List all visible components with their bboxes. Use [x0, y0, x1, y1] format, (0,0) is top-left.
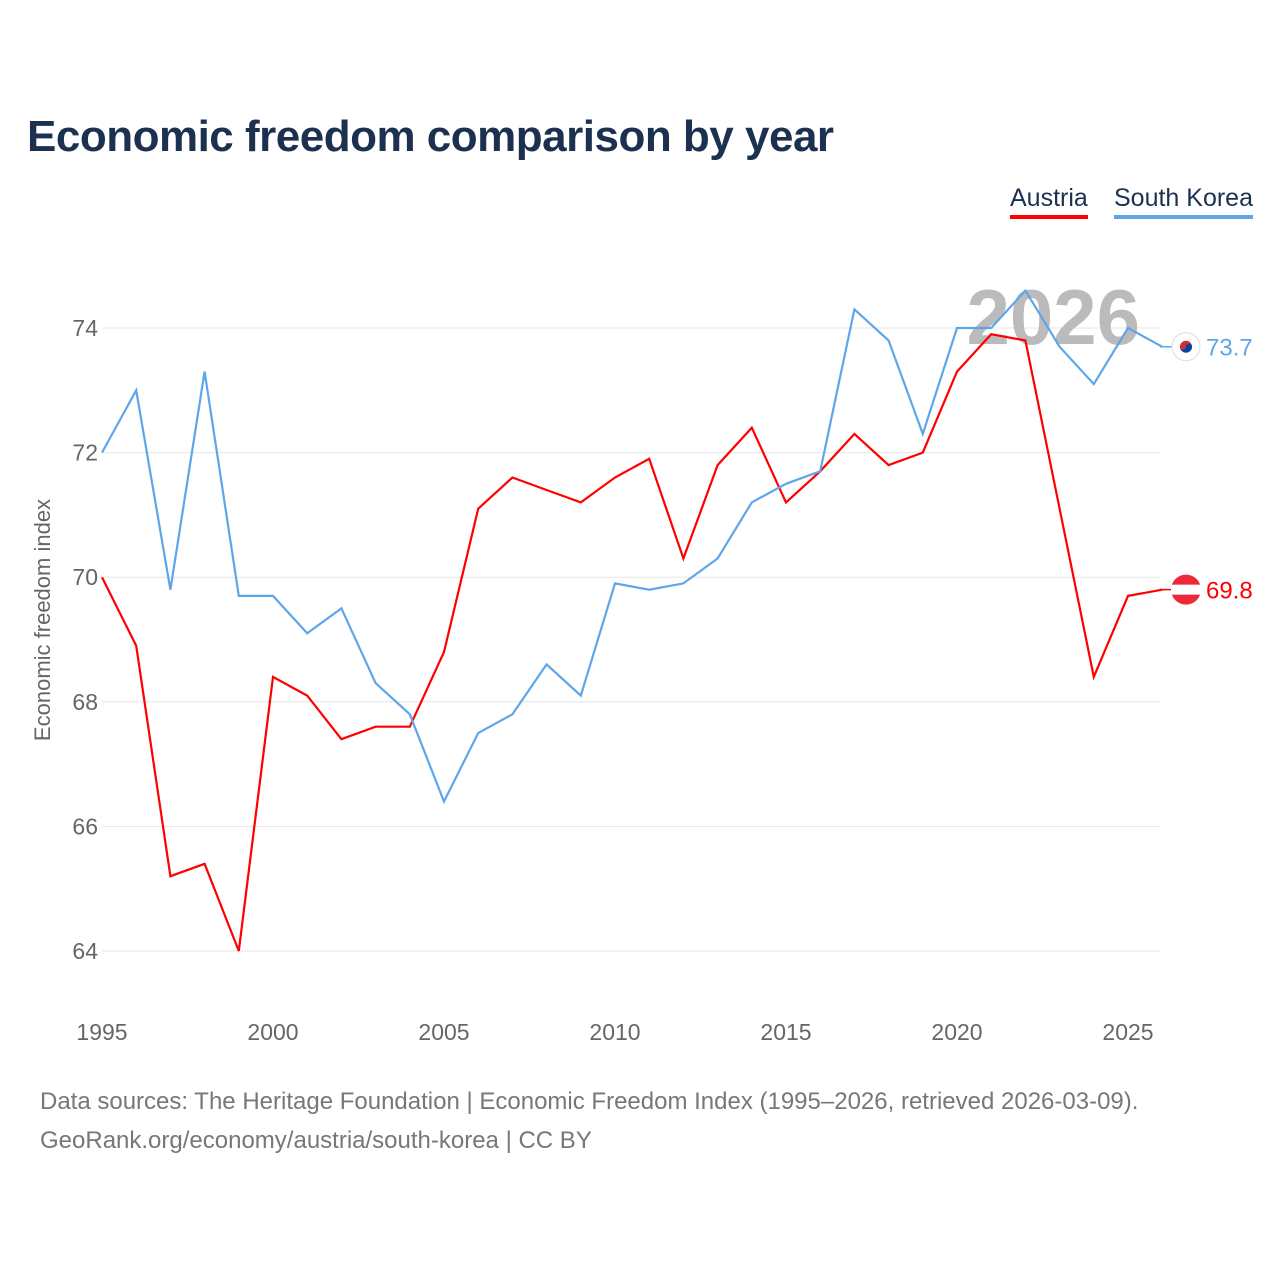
end-value-label: 69.8 [1206, 578, 1253, 605]
source-line-1: Data sources: The Heritage Foundation | … [40, 1088, 1139, 1115]
x-tick-label: 2000 [247, 1019, 298, 1045]
series-line-austria [101, 333, 1163, 952]
series-line-south-korea [101, 288, 1163, 805]
x-tick-label: 2015 [760, 1019, 811, 1045]
y-tick-label: 64 [72, 938, 98, 964]
y-tick-label: 68 [72, 689, 98, 715]
legend-austria[interactable]: Austria [1010, 184, 1088, 219]
y-tick-label: 70 [72, 564, 98, 590]
legend-south-korea[interactable]: South Korea [1114, 184, 1253, 219]
y-tick-label: 74 [72, 315, 98, 341]
x-tick-label: 2005 [418, 1019, 469, 1045]
x-tick-label: 1995 [76, 1019, 127, 1045]
x-tick-label: 2020 [931, 1019, 982, 1045]
chart-title: Economic freedom comparison by year [27, 112, 834, 161]
austria-flag-stripe [1171, 584, 1201, 595]
source-line-2: GeoRank.org/economy/austria/south-korea … [40, 1127, 592, 1154]
x-tick-label: 2025 [1102, 1019, 1153, 1045]
year-watermark: 2026 [966, 273, 1140, 361]
y-axis-label: Economic freedom index [30, 499, 55, 741]
x-tick-label: 2010 [589, 1019, 640, 1045]
south-korea-flag-taeguk-blue [1180, 343, 1192, 353]
y-tick-label: 72 [72, 440, 98, 466]
y-tick-label: 66 [72, 813, 98, 839]
end-value-label: 73.7 [1206, 335, 1253, 362]
